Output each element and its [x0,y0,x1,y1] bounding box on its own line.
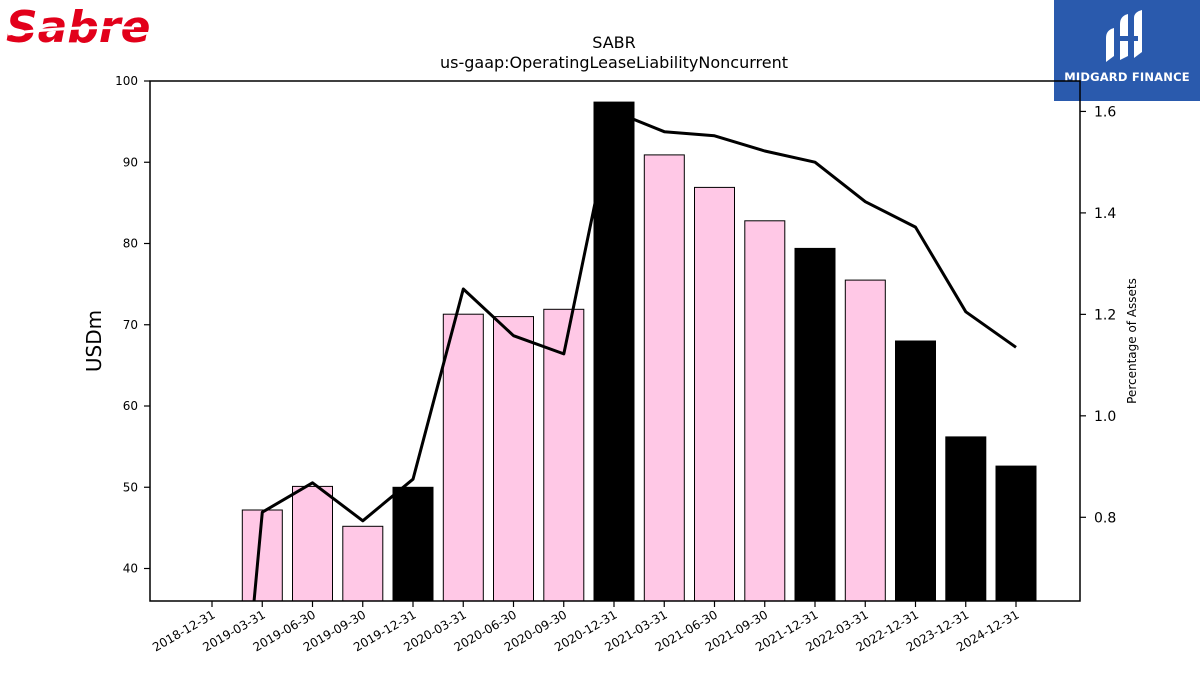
bar-2023-12-31 [945,436,987,601]
bar-2021-06-30 [694,186,735,601]
y2-tick-label: 1.2 [1094,307,1116,323]
y-tick-label: 90 [123,155,138,169]
percentage-of-assets-line [252,109,1017,601]
y2-tick-label: 0.8 [1094,510,1116,526]
sabre-logo: Sabre [6,4,150,48]
y-tick-label: 60 [123,399,138,413]
chart-title: SABR [592,33,636,52]
midgard-logo-text: MIDGARD FINANCE [1064,70,1190,84]
y2-tick-label: 1.4 [1094,206,1116,222]
midgard-finance-logo: MIDGARD FINANCE [1054,0,1200,101]
y-tick-label: 50 [123,480,138,494]
midgard-emblem-icon [1106,10,1142,62]
y2-tick-label: 1.0 [1094,409,1116,425]
bars-group [241,101,1037,601]
bar-2020-06-30 [493,316,534,601]
y2-tick-label: 1.6 [1094,104,1116,120]
plot-frame [149,80,1081,602]
bar-2019-12-31 [392,486,434,601]
sabre-logo-text: Sabre [6,4,150,48]
y-tick-label: 80 [123,237,138,251]
bar-2019-06-30 [292,485,333,601]
bar-2021-09-30 [744,220,786,601]
y-axis-label: USDm [82,310,106,372]
bar-2021-12-31 [794,247,836,601]
bar-2020-03-31 [442,313,484,601]
y2-axis-label: Percentage of Assets [1125,278,1139,404]
bar-2021-03-31 [643,154,685,601]
bar-2024-12-31 [995,465,1037,601]
y-tick-label: 40 [123,562,138,576]
chart-subtitle: us-gaap:OperatingLeaseLiabilityNoncurren… [440,53,788,72]
y-tick-label: 100 [115,74,138,88]
bar-2019-09-30 [342,525,384,601]
line-group [252,109,1017,601]
bar-2022-03-31 [844,279,886,601]
y-tick-label: 70 [123,318,138,332]
bar-2022-12-31 [895,340,936,601]
sabre-swoosh [7,26,135,36]
bar-2020-09-30 [543,308,585,601]
